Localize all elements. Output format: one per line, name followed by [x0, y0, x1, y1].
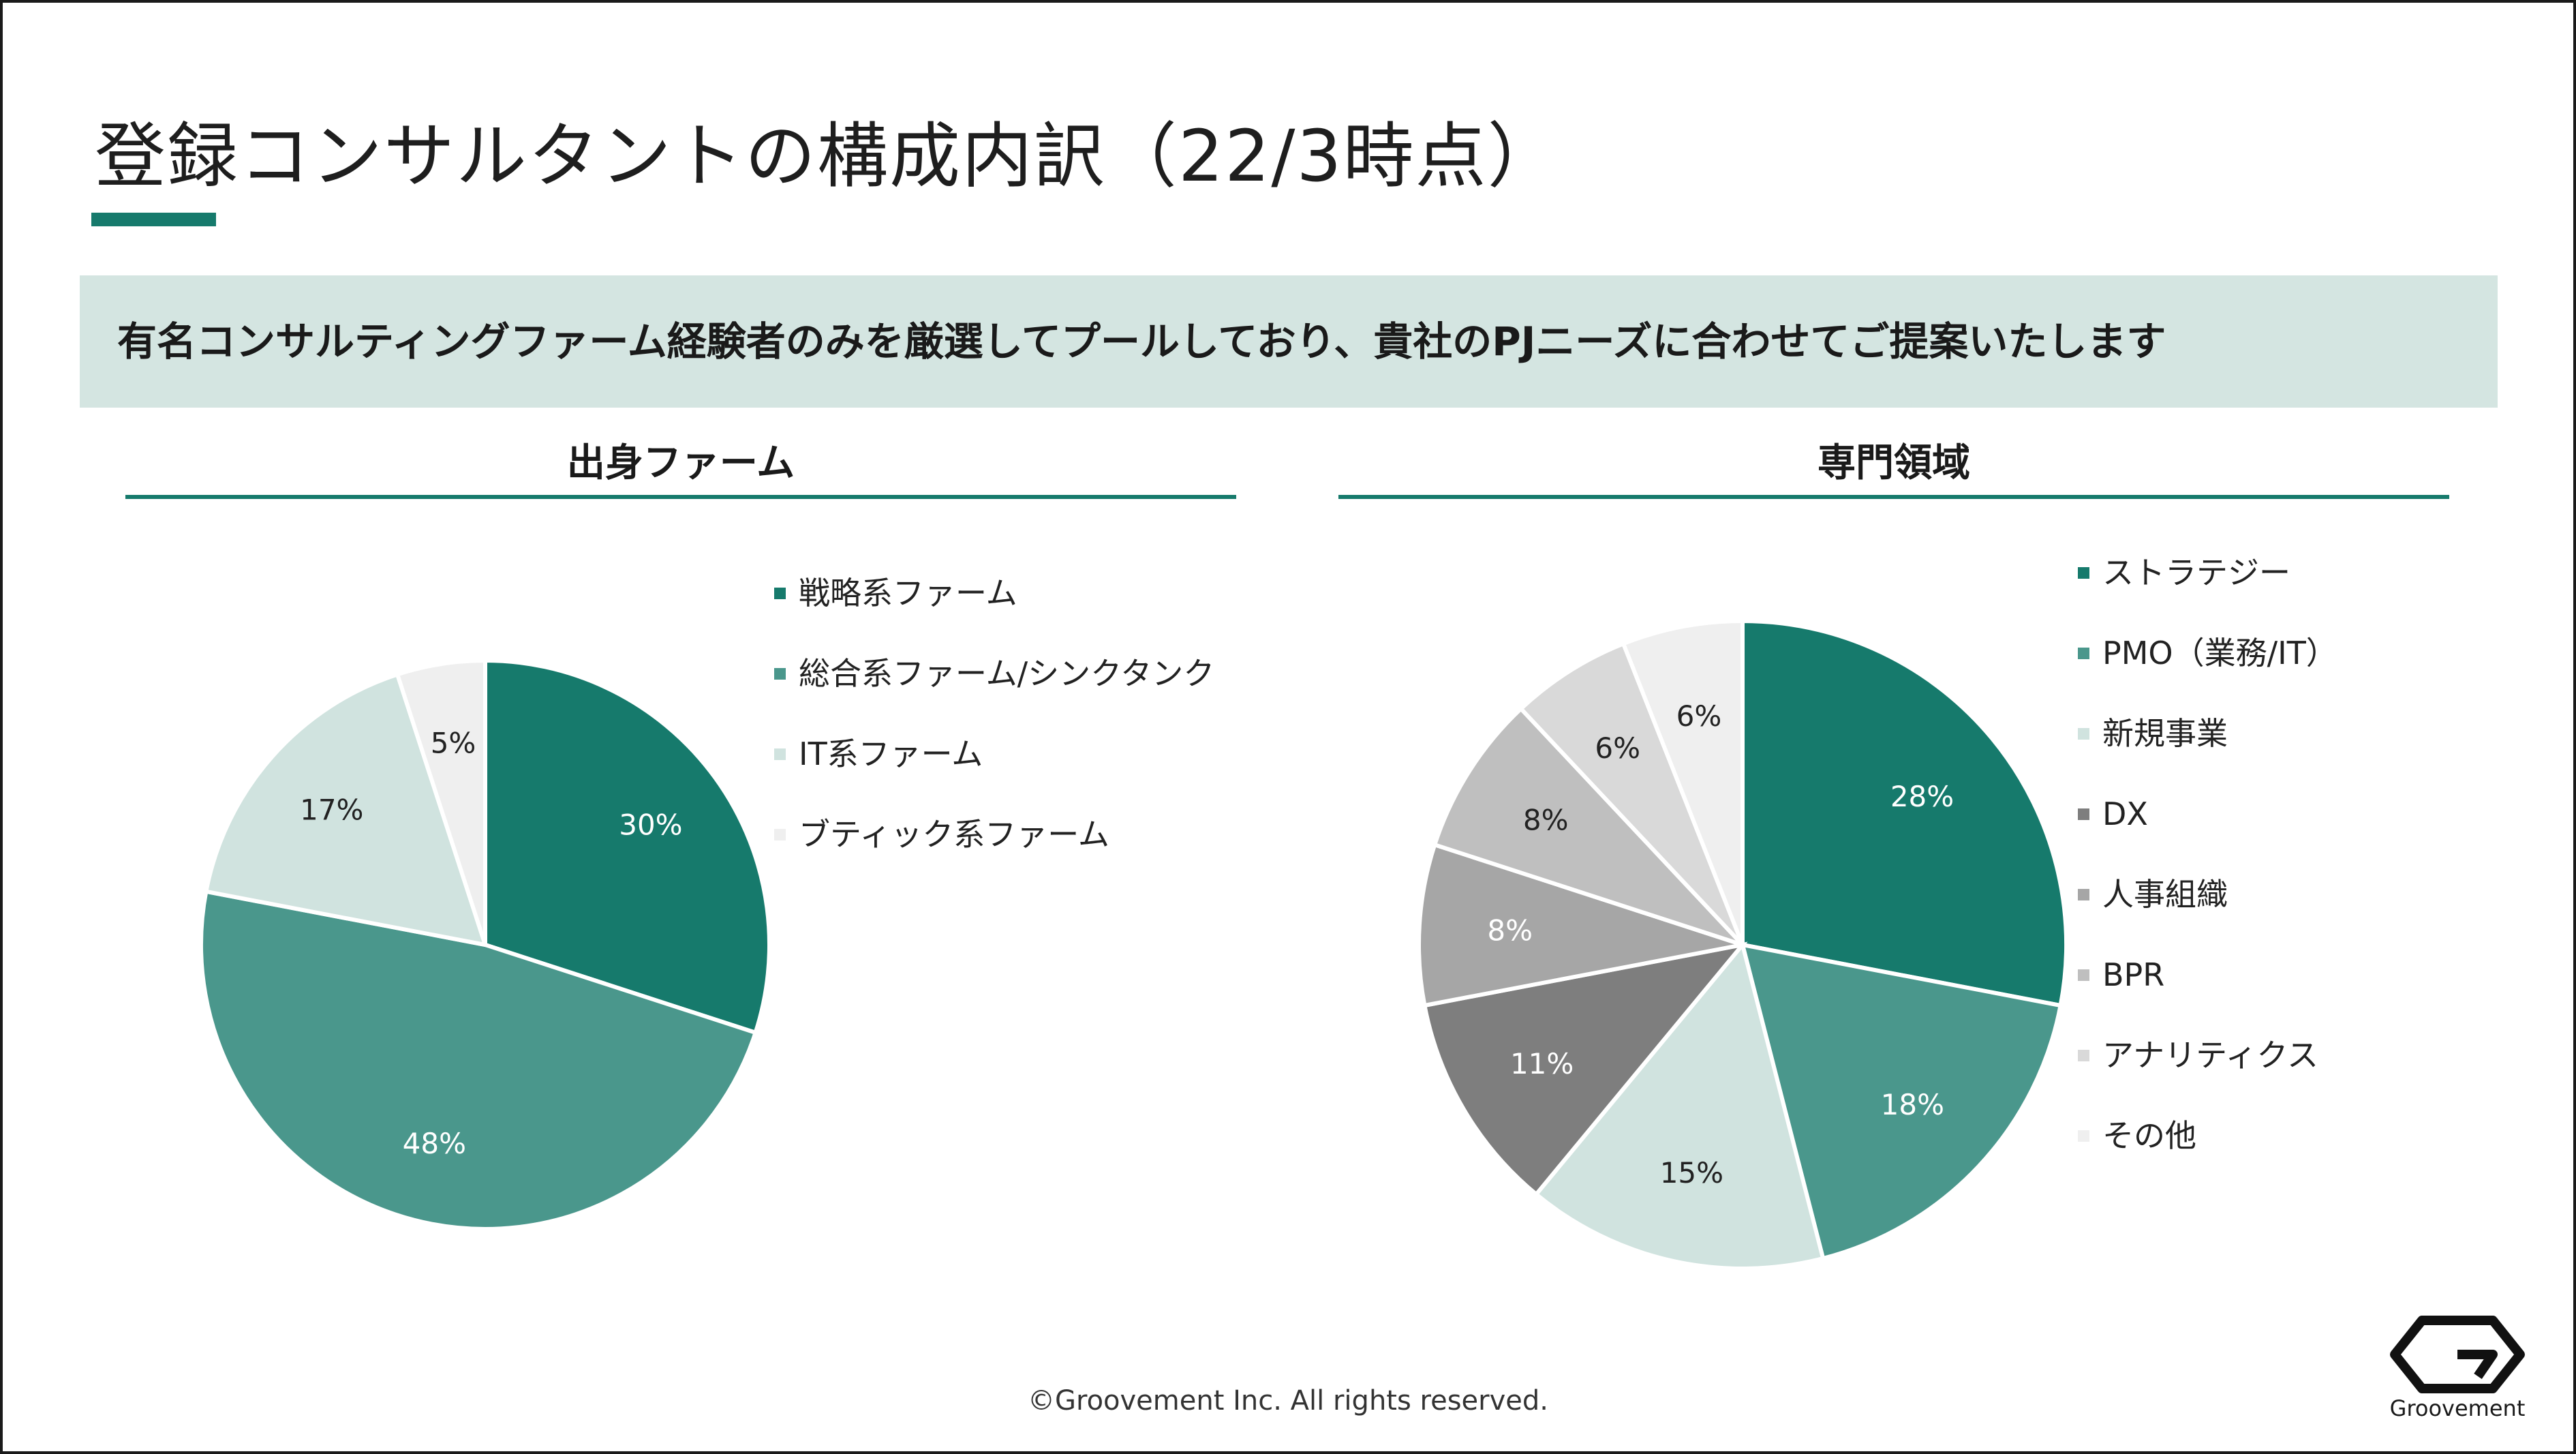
pie2-slice-6 — [1518, 641, 1745, 947]
hexagon-logo-icon — [2390, 1316, 2525, 1393]
legend2-swatch-6 — [2078, 1050, 2089, 1061]
pie2-data-label-6: 6% — [1595, 731, 1640, 765]
legend2-swatch-5 — [2078, 969, 2089, 981]
title-underline — [91, 213, 216, 226]
legend2-swatch-4 — [2078, 889, 2089, 900]
pie2-slice-4 — [1417, 842, 1743, 1008]
legend2-item-4: 人事組織 — [2078, 875, 2337, 956]
legend2-item-1: PMO（業務/IT） — [2078, 634, 2337, 714]
pie2-slice-5 — [1432, 706, 1745, 947]
legend1-label-0: 戦略系ファーム — [799, 575, 1017, 611]
pie1-data-label-3: 5% — [431, 726, 476, 759]
pie2-data-label-5: 8% — [1523, 804, 1569, 837]
pie-chart-origin-firm: 30% 48% 17% 5% — [199, 658, 771, 1231]
pie1-data-label-1: 48% — [403, 1127, 466, 1160]
legend2-label-5: BPR — [2102, 956, 2165, 993]
summary-banner: 有名コンサルティングファーム経験者のみを厳選してプールしており、貴社のPJニーズ… — [80, 275, 2498, 408]
legend1-item-0: 戦略系ファーム — [774, 574, 1214, 654]
legend1-swatch-1 — [774, 668, 786, 680]
legend1-label-2: IT系ファーム — [799, 736, 983, 772]
pie2-slice-2 — [1533, 940, 1826, 1271]
legend2-label-1: PMO（業務/IT） — [2102, 635, 2337, 671]
legend1-swatch-3 — [774, 829, 786, 840]
groovement-logo: Groovement — [2382, 1315, 2532, 1424]
pie2-data-label-2: 15% — [1660, 1156, 1723, 1190]
pie2-slice-3 — [1422, 941, 1748, 1198]
legend1-swatch-0 — [774, 588, 786, 599]
pie-charts-canvas: 30% 48% 17% 5% 28% 18% 15% 11% 8% 8% 6% 6% — [199, 618, 2069, 1271]
pie2-data-label-0: 28% — [1890, 780, 1954, 813]
legend1-label-1: 総合系ファーム/シンクタンク — [799, 655, 1215, 692]
chart1-heading: 出身ファーム — [566, 441, 795, 485]
legend2-swatch-7 — [2078, 1130, 2089, 1142]
legend2-label-7: その他 — [2102, 1117, 2196, 1154]
pie1-slice-0 — [483, 658, 771, 1035]
pie-chart-specialty: 28% 18% 15% 11% 8% 8% 6% 6% — [1417, 618, 2069, 1271]
legend1-item-1: 総合系ファーム/シンクタンク — [774, 654, 1214, 735]
pie2-data-label-3: 11% — [1510, 1047, 1574, 1080]
legend2-swatch-1 — [2078, 648, 2089, 659]
legend-origin-firm: 戦略系ファーム総合系ファーム/シンクタンク IT系ファームブティック系ファーム — [774, 574, 1214, 896]
legend2-swatch-2 — [2078, 728, 2089, 740]
banner-text: 有名コンサルティングファーム経験者のみを厳選してプールしており、貴社のPJニーズ… — [117, 318, 2166, 365]
chart2-heading: 専門領域 — [1818, 441, 1970, 485]
logo-text: Groovement — [2389, 1395, 2526, 1421]
legend2-swatch-3 — [2078, 808, 2089, 820]
page-title: 登録コンサルタントの構成内訳（22/3時点） — [95, 115, 1560, 198]
pie1-slice-3 — [395, 658, 487, 945]
chart1-rule — [125, 495, 1236, 499]
pie2-data-label-4: 8% — [1487, 914, 1533, 948]
legend2-label-0: ストラテジー — [2102, 554, 2290, 591]
legend1-label-3: ブティック系ファーム — [799, 816, 1109, 853]
legend2-label-3: DX — [2102, 796, 2148, 832]
chart2-rule — [1338, 495, 2449, 499]
legend1-item-3: ブティック系ファーム — [774, 815, 1214, 896]
pie2-data-label-1: 18% — [1881, 1088, 1944, 1121]
pie1-data-label-0: 30% — [619, 808, 682, 842]
pie2-slice-1 — [1739, 942, 2064, 1261]
legend1-item-2: IT系ファーム — [774, 735, 1214, 815]
pie2-slice-7 — [1621, 618, 1745, 946]
legend1-swatch-2 — [774, 748, 786, 760]
pie1-slice-2 — [203, 671, 489, 948]
legend2-label-2: 新規事業 — [2102, 715, 2228, 752]
legend2-item-2: 新規事業 — [2078, 714, 2337, 795]
pie1-data-label-2: 17% — [300, 793, 363, 826]
copyright: ©Groovement Inc. All rights reserved. — [1028, 1385, 1548, 1417]
legend2-item-3: DX — [2078, 795, 2337, 875]
legend2-label-4: 人事組織 — [2102, 876, 2228, 913]
pie2-data-label-7: 6% — [1676, 699, 1722, 733]
pie2-slice-0 — [1741, 618, 2069, 1008]
legend2-item-6: アナリティクス — [2078, 1036, 2337, 1117]
legend2-item-5: BPR — [2078, 956, 2337, 1036]
pie1-slice-1 — [199, 889, 758, 1231]
legend-specialty: ストラテジー PMO（業務/IT） 新規事業 DX 人事組織 BPR アナリティクス その他 — [2078, 554, 2337, 1197]
legend2-item-7: その他 — [2078, 1117, 2337, 1197]
legend2-item-0: ストラテジー — [2078, 554, 2337, 634]
legend2-label-6: アナリティクス — [2102, 1037, 2318, 1074]
legend2-swatch-0 — [2078, 567, 2089, 579]
